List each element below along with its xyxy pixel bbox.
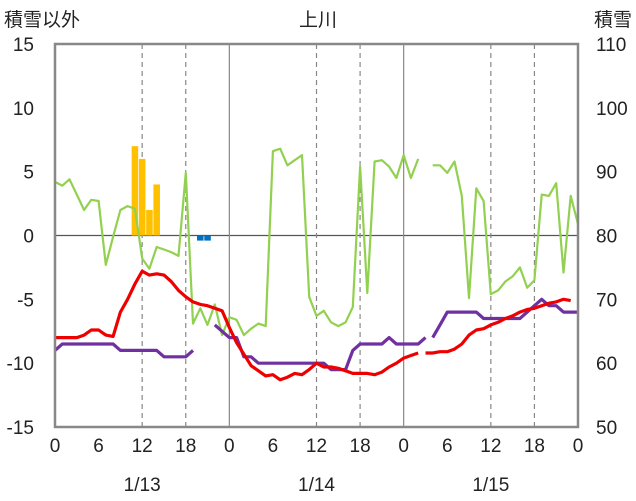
label-layer: 積雪以外 上川 積雪 151050-5-10-15110100908070605…	[4, 9, 632, 496]
left-tick-label: 0	[23, 227, 34, 248]
right-axis-title: 積雪	[594, 9, 632, 31]
x-tick-label: 18	[175, 436, 196, 457]
snowfall-bar	[146, 209, 153, 236]
right-tick-label: 60	[596, 354, 617, 375]
plot-frame	[53, 42, 580, 429]
left-tick-label: 10	[13, 99, 34, 120]
left-tick-label: -5	[17, 290, 34, 311]
right-tick-label: 110	[596, 35, 626, 56]
x-tick-label: 0	[398, 436, 409, 457]
temperature-series-line	[55, 269, 571, 382]
left-axis-title: 積雪以外	[4, 9, 80, 31]
line-layer	[53, 147, 580, 382]
x-tick-label: 0	[573, 436, 584, 457]
x-tick-label: 6	[268, 436, 279, 457]
wind-series-line	[54, 147, 580, 337]
x-tick-label: 6	[442, 436, 453, 457]
left-tick-label: 5	[23, 163, 34, 184]
x-tick-label: 0	[224, 436, 235, 457]
x-tick-label: 12	[480, 436, 501, 457]
chart-title: 上川	[299, 9, 337, 31]
x-tick-label: 6	[93, 436, 104, 457]
x-tick-label: 18	[524, 436, 545, 457]
x-tick-label: 18	[350, 436, 371, 457]
snowfall-bar	[138, 158, 146, 236]
grid-layer	[55, 44, 578, 427]
snowfall-bar	[153, 184, 160, 236]
right-tick-label: 90	[596, 163, 617, 184]
frame-layer	[53, 42, 580, 429]
bar-layer	[131, 146, 211, 241]
left-tick-label: -15	[7, 418, 34, 439]
precip-bar	[204, 235, 211, 241]
x-tick-label: 12	[132, 436, 153, 457]
day-label: 1/14	[298, 475, 335, 496]
left-tick-label: 15	[13, 35, 34, 56]
right-tick-label: 100	[596, 99, 628, 120]
right-tick-label: 70	[596, 290, 617, 311]
x-tick-label: 0	[50, 436, 61, 457]
right-tick-label: 50	[596, 418, 617, 439]
day-label: 1/15	[472, 475, 509, 496]
right-tick-label: 80	[596, 227, 617, 248]
x-tick-label: 12	[306, 436, 327, 457]
precip-bar	[197, 235, 204, 241]
snowfall-bar	[131, 146, 139, 236]
left-tick-label: -10	[7, 354, 34, 375]
day-label: 1/13	[124, 475, 161, 496]
